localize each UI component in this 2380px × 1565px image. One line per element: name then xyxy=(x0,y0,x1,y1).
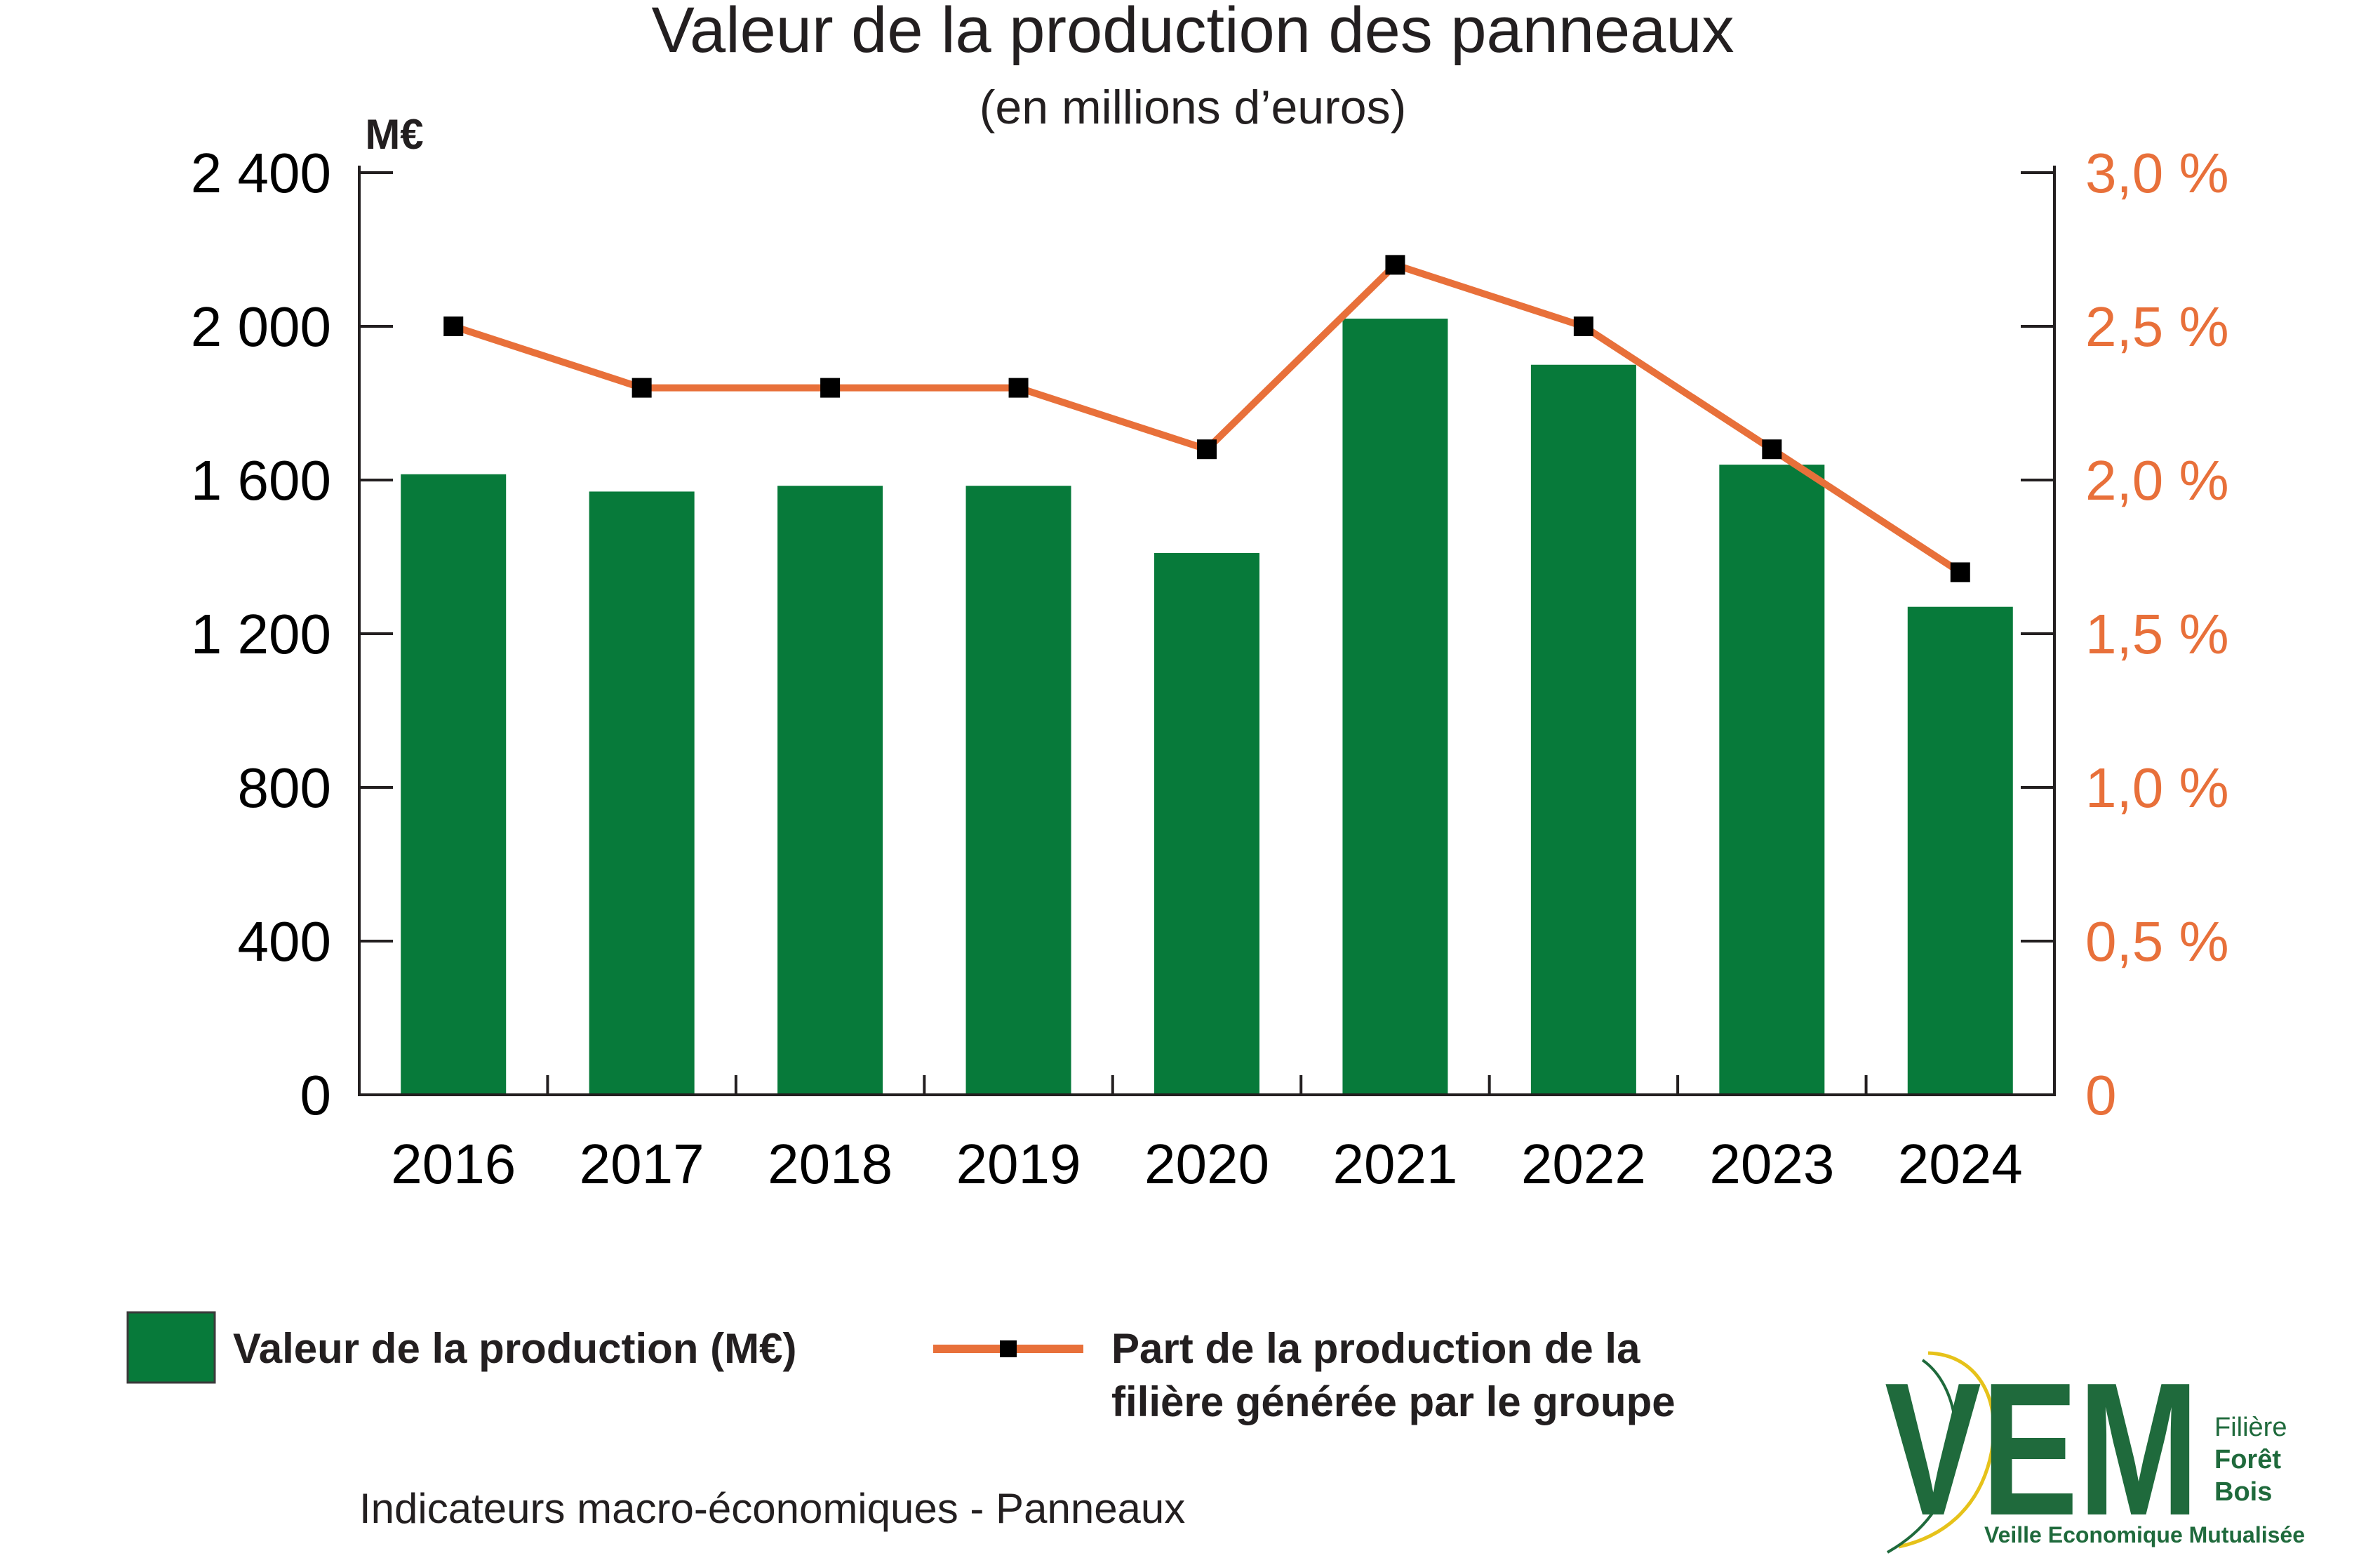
left-tick-label: 2 400 xyxy=(191,142,331,204)
line-marker-2023 xyxy=(1762,439,1782,460)
x-tick-label: 2017 xyxy=(580,1133,704,1195)
bar-2022 xyxy=(1530,364,1636,1095)
left-tick-label: 1 600 xyxy=(191,449,331,512)
line-marker-2018 xyxy=(820,378,841,398)
legend: Valeur de la production (M€) Part de la … xyxy=(126,1311,1676,1425)
legend-bar-swatch xyxy=(126,1311,216,1384)
bar-2023 xyxy=(1719,465,1825,1095)
bar-2024 xyxy=(1907,606,2013,1095)
logo-mark: VEM xyxy=(1885,1344,2199,1555)
line-marker-2020 xyxy=(1197,439,1217,460)
legend-line-label-2: filière générée par le groupe xyxy=(1111,1378,1676,1425)
line-marker-2016 xyxy=(443,317,464,336)
line-marker-2017 xyxy=(631,378,652,398)
x-tick-label: 2018 xyxy=(768,1133,893,1195)
right-tick-label: 0,5 % xyxy=(2085,910,2229,973)
logo-line-1: Filière xyxy=(2214,1413,2287,1442)
line-marker-2021 xyxy=(1385,255,1405,275)
left-axis-ticks: 0 400 800 1 200 1 600 2 000 2 400 xyxy=(191,142,393,1126)
left-tick-label: 800 xyxy=(238,757,331,819)
left-tick-label: 0 xyxy=(300,1064,332,1126)
bar-2016 xyxy=(401,474,507,1095)
logo-arc-yellow xyxy=(1898,1351,1996,1549)
right-axis-ticks: 0 0,5 % 1,0 % 1,5 % 2,0 % 2,5 % 3,0 % xyxy=(2021,142,2229,1126)
legend-bar-label: Valeur de la production (M€) xyxy=(233,1325,796,1372)
bar-2018 xyxy=(777,486,883,1095)
x-tick-label: 2016 xyxy=(391,1133,516,1195)
logo-tagline: Veille Economique Mutualisée xyxy=(1984,1522,2305,1547)
x-tick-label: 2023 xyxy=(1709,1133,1834,1195)
right-tick-label: 1,0 % xyxy=(2085,757,2229,819)
left-tick-label: 1 200 xyxy=(191,603,331,665)
x-tick-label: 2019 xyxy=(956,1133,1081,1195)
bar-series xyxy=(401,319,2013,1095)
x-tick-label: 2022 xyxy=(1521,1133,1646,1195)
source-note: Indicateurs macro-économiques - Panneaux xyxy=(359,1485,1185,1532)
x-tick-label: 2024 xyxy=(1898,1133,2023,1195)
y-axis-unit: M€ xyxy=(365,111,423,158)
chart-title: Valeur de la production des panneaux xyxy=(652,0,1734,66)
line-marker-2022 xyxy=(1573,317,1593,336)
bar-2021 xyxy=(1342,319,1448,1095)
left-tick-label: 400 xyxy=(238,910,331,973)
chart-subtitle: (en millions d’euros) xyxy=(980,81,1406,134)
logo-arc-green xyxy=(1886,1359,1958,1554)
legend-line-label-1: Part de la production de la xyxy=(1111,1325,1640,1372)
logo-line-3: Bois xyxy=(2214,1477,2272,1507)
right-tick-label: 1,5 % xyxy=(2085,603,2229,665)
right-tick-label: 2,5 % xyxy=(2085,295,2229,358)
bar-2017 xyxy=(589,491,695,1095)
line-marker-2019 xyxy=(1008,378,1029,398)
x-tick-label: 2021 xyxy=(1332,1133,1457,1195)
x-axis-ticks: 2016 2017 2018 2019 2020 2021 2022 2023 2024 xyxy=(391,1075,2023,1195)
right-tick-label: 0 xyxy=(2085,1064,2117,1126)
x-tick-label: 2020 xyxy=(1144,1133,1269,1195)
legend-line-marker xyxy=(1000,1340,1017,1357)
vem-logo: VEM Filière Forêt Bois Veille Economique… xyxy=(1885,1344,2305,1555)
logo-line-2: Forêt xyxy=(2214,1445,2281,1474)
right-tick-label: 3,0 % xyxy=(2085,142,2229,204)
line-marker-2024 xyxy=(1950,562,1970,582)
bar-2020 xyxy=(1154,553,1259,1095)
right-tick-label: 2,0 % xyxy=(2085,449,2229,512)
bar-2019 xyxy=(965,486,1071,1095)
left-tick-label: 2 000 xyxy=(191,295,331,358)
line-series xyxy=(443,255,1970,582)
